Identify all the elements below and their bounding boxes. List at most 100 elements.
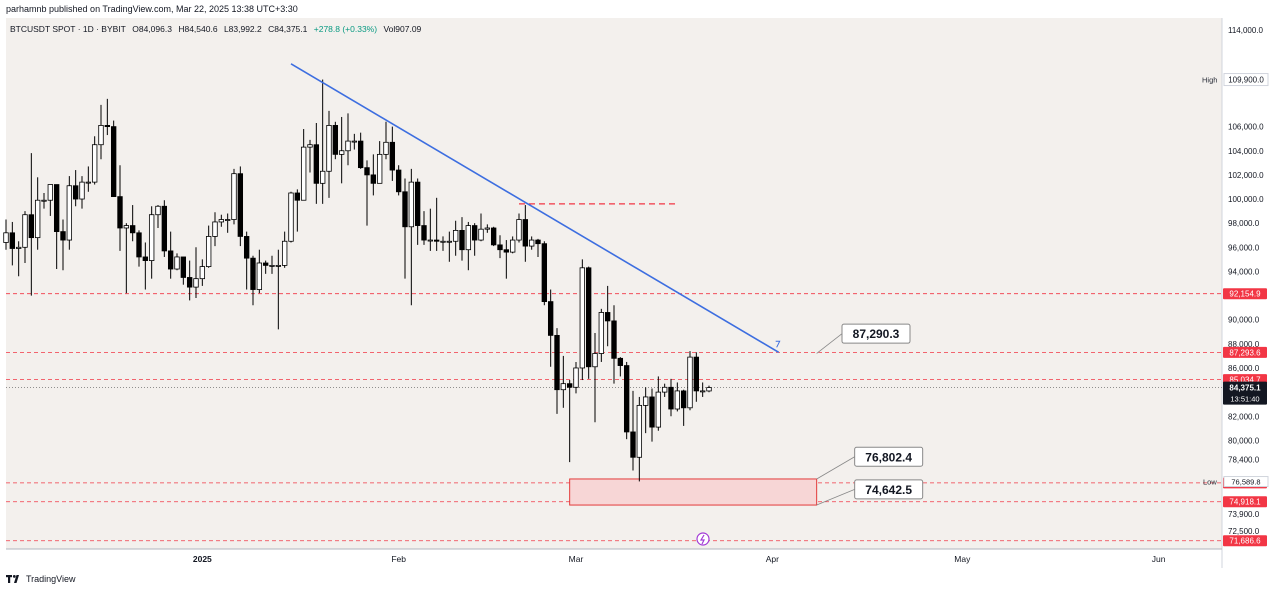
x-tick-label: Jun (1152, 554, 1166, 564)
candle-body (687, 356, 693, 409)
candle-body (395, 169, 402, 193)
candle-body (573, 367, 579, 388)
candle-body (72, 185, 79, 200)
high-price-label: 109,900.0 (1228, 76, 1264, 85)
level-price-label-tag (1223, 496, 1267, 508)
candle-body (465, 225, 472, 251)
candle-body (167, 250, 174, 270)
candle-body (326, 125, 332, 172)
candle-body (471, 225, 478, 241)
y-tick-label: 104,000.0 (1228, 147, 1264, 156)
candle-body (490, 227, 497, 246)
candle-body (256, 262, 263, 290)
publish-info: parhamnb published on TradingView.com, M… (6, 4, 298, 14)
candle-body (693, 356, 700, 392)
callout-label: 76,802.4 (865, 450, 912, 464)
ohlc-open: O84,096.3 (132, 24, 172, 34)
candle-body (408, 181, 415, 228)
trendline-handle-icon (775, 340, 781, 348)
callout-pointer (816, 456, 855, 480)
candle-body (579, 267, 586, 369)
y-tick-label: 114,000.0 (1228, 26, 1264, 35)
low-price-tag (1223, 476, 1269, 488)
last-price-tag (1223, 381, 1267, 405)
level-price-label-tag (1223, 346, 1267, 358)
bar-countdown: 13:51:40 (1230, 395, 1259, 404)
callout-box (841, 323, 911, 344)
candle-body (598, 312, 605, 354)
candle-body (104, 125, 111, 128)
candle-body (288, 192, 294, 242)
candle-body (509, 239, 516, 253)
level-price-label: 74,918.1 (1229, 498, 1261, 507)
candle-body (34, 199, 41, 239)
candle-body (212, 221, 218, 237)
candle-body (383, 141, 389, 155)
y-tick-label: 82,000.0 (1228, 412, 1260, 421)
candle-body (484, 227, 491, 230)
candle-body (123, 225, 130, 229)
candle-body (338, 150, 345, 155)
candle-body (79, 181, 85, 200)
candle-body (623, 365, 630, 433)
callout-pointer (816, 488, 855, 506)
candle-body (142, 256, 149, 261)
candle-body (522, 219, 529, 247)
high-marker-label: High (1202, 76, 1217, 85)
y-tick-label: 106,000.0 (1228, 123, 1264, 132)
lightning-bolt-icon (699, 534, 705, 545)
plot-background (6, 18, 1222, 549)
candle-body (516, 219, 522, 241)
support-zone (569, 478, 818, 506)
candle-body (186, 277, 193, 288)
candle-body (699, 390, 706, 393)
candle-body (110, 126, 117, 198)
candle-body (275, 264, 282, 267)
candle-body (668, 386, 674, 410)
ohlc-high: H84,540.6 (178, 24, 218, 34)
brand-name[interactable]: TradingView (26, 574, 76, 584)
symbol-name[interactable]: BTCUSDT SPOT · 1D · BYBIT (10, 24, 126, 34)
candle-body (218, 219, 225, 223)
candle-body (66, 185, 73, 241)
volume: Vol907.09 (383, 24, 422, 34)
candle-body (636, 404, 643, 458)
level-price-label: 87,293.6 (1229, 348, 1261, 357)
candle-body (547, 301, 554, 336)
candle-body (402, 191, 408, 228)
candle-body (604, 312, 611, 322)
candle-body (47, 184, 54, 201)
y-tick-label: 88,000.0 (1228, 340, 1260, 349)
level-price-label: 85,034.7 (1229, 376, 1261, 385)
candle-body (281, 240, 288, 266)
candle-body (566, 383, 573, 388)
candle-body (661, 386, 668, 393)
candle-body (541, 243, 548, 303)
candle-body (655, 391, 662, 428)
y-tick-label: 86,000.0 (1228, 364, 1260, 373)
callout-pointer (816, 333, 843, 354)
ohlc-low: L83,992.2 (223, 24, 262, 34)
level-price-label-tag (1223, 288, 1267, 300)
x-tick-label: 2025 (193, 554, 212, 564)
candle-body (28, 214, 35, 239)
candle-body (332, 125, 339, 155)
candle-body (535, 239, 541, 245)
candle-body (85, 181, 92, 184)
x-tick-label: Mar (569, 554, 584, 564)
ohlc-close: C84,375.1 (268, 24, 308, 34)
candle-body (41, 199, 47, 202)
candle-body (503, 249, 510, 253)
candle-body (478, 228, 484, 241)
candle-body (60, 231, 66, 241)
y-tick-label: 72,500.0 (1228, 527, 1260, 536)
y-tick-label: 73,900.0 (1228, 510, 1260, 519)
candle-body (243, 236, 250, 259)
candle-body (237, 173, 244, 237)
candle-body (357, 140, 364, 169)
candle-body (300, 146, 307, 201)
candle-body (649, 396, 655, 428)
tradingview-logo-icon[interactable] (6, 574, 22, 584)
